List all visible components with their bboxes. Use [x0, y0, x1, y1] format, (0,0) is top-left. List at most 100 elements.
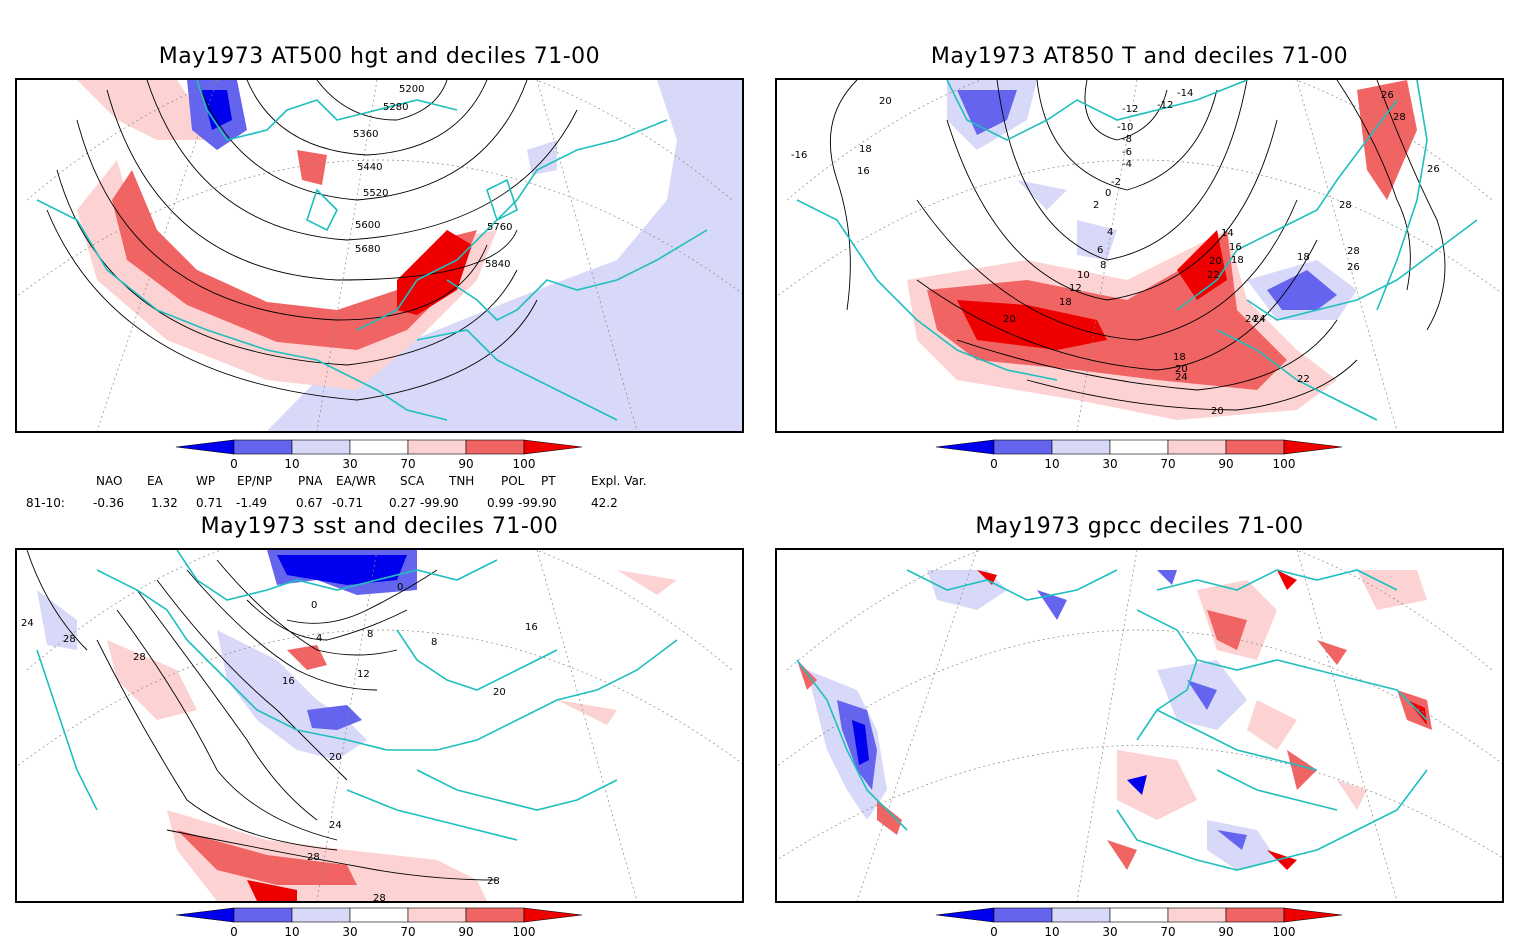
colorbar-cell — [1167, 907, 1227, 923]
decile-shading — [37, 550, 677, 901]
contour-label: 28 — [1393, 112, 1406, 123]
colorbar-cell — [291, 439, 351, 455]
contour-label: 28 — [133, 652, 146, 663]
contour-label: 26 — [1347, 262, 1360, 273]
graticule — [777, 80, 1502, 431]
contour-label: 8 — [1100, 260, 1106, 271]
coastlines — [36, 80, 708, 421]
contour-label: 22 — [1207, 270, 1220, 281]
colorbar-tick-label: 10 — [1044, 925, 1059, 939]
index-header: PT — [541, 474, 556, 488]
contour-label: 6 — [1097, 245, 1103, 256]
contour-label: 24 — [21, 618, 34, 629]
index-header: SCA — [400, 474, 425, 488]
contour-label: 20 — [1175, 364, 1188, 375]
teleconnection-indices-table: NAO EA WP EP/NP PNA EA/WR SCA TNH POL PT… — [0, 474, 760, 514]
colorbar-cell — [1051, 907, 1111, 923]
index-row-label: 81-10: — [26, 496, 65, 510]
contour-label: 28 — [373, 893, 386, 901]
contour-label: 5760 — [487, 222, 512, 233]
colorbar-tick-label: 70 — [1160, 457, 1175, 471]
colorbar-cell — [993, 907, 1053, 923]
contour-label: 5360 — [353, 129, 378, 140]
at850-map: -16 20 18 16 -14 -12 -12 -10 -8 -6 -4 -2… — [777, 80, 1502, 431]
colorbar-cell — [407, 439, 467, 455]
colorbar-tick-label: 0 — [230, 457, 238, 471]
colorbar-top-right: 0 10 30 70 90 100 — [935, 439, 1343, 471]
contour-label: 20 — [1211, 406, 1224, 417]
contour-label: 20 — [493, 687, 506, 698]
panel3-title: May1973 sst and deciles 71-00 — [200, 514, 559, 539]
colorbar-tick-label: 70 — [1160, 925, 1175, 939]
index-header: EA/WR — [336, 474, 377, 488]
contour-label: 20 — [1209, 256, 1222, 267]
sst-map: 24 28 28 0 4 8 12 16 20 24 28 28 20 16 8… — [17, 550, 742, 901]
colorbar-tick-label: 90 — [1218, 925, 1233, 939]
colorbar-cell — [1225, 907, 1285, 923]
colorbar-cell — [407, 907, 467, 923]
coastlines — [796, 80, 1478, 421]
colorbar-tick-label: 90 — [1218, 457, 1233, 471]
colorbar-tick-label: 30 — [342, 457, 357, 471]
contour-label: 12 — [357, 669, 370, 680]
coastlines — [36, 550, 678, 841]
colorbar-cell — [935, 439, 995, 455]
graticule — [777, 550, 1502, 901]
contour-label: 4 — [316, 633, 322, 644]
panel2-title: May1973 AT850 T and deciles 71-00 — [930, 44, 1349, 69]
colorbar-cell — [465, 907, 525, 923]
contour-label: 5280 — [383, 102, 408, 113]
contour-label: -14 — [1177, 88, 1193, 99]
colorbar-tick-label: 70 — [400, 925, 415, 939]
colorbar-cell — [993, 439, 1053, 455]
contour-label: 24 — [1175, 372, 1188, 383]
colorbar-bottom-left: 0 10 30 70 90 100 — [175, 907, 583, 939]
colorbar-top-left: 0 10 30 70 90 100 — [175, 439, 583, 471]
contour-label: 16 — [857, 166, 870, 177]
colorbar-tick-label: 10 — [284, 457, 299, 471]
contour-label: 28 — [1339, 200, 1352, 211]
index-value: -99.90 — [518, 496, 557, 510]
contour-label: 5600 — [355, 220, 380, 231]
contour-label: 5520 — [363, 188, 388, 199]
contour-label: 18 — [1231, 255, 1244, 266]
contour-label: 26 — [1381, 90, 1394, 101]
index-header: TNH — [449, 474, 475, 488]
colorbar-cell — [233, 907, 293, 923]
colorbar-tick-label: 0 — [230, 925, 238, 939]
contour-label: 24 — [1253, 314, 1266, 325]
contour-label: 20 — [1003, 314, 1016, 325]
contour-label: 28 — [1347, 246, 1360, 257]
colorbar-tick-label: 30 — [1102, 925, 1117, 939]
contour-label: -2 — [1111, 177, 1121, 188]
contour-label: -12 — [1157, 100, 1173, 111]
contour-label: -6 — [1122, 147, 1132, 158]
contour-label: 22 — [1297, 374, 1310, 385]
contour-labels: 24 28 28 0 4 8 12 16 20 24 28 28 20 16 8… — [21, 582, 538, 901]
colorbar-cell — [291, 907, 351, 923]
contour-label: 16 — [525, 622, 538, 633]
colorbar-cell — [349, 439, 409, 455]
contour-labels: 5200 5280 5360 5440 5520 5600 5680 5760 … — [353, 84, 512, 270]
contour-label: 16 — [1229, 242, 1242, 253]
decile-shading — [907, 80, 1417, 420]
colorbar-cell — [465, 439, 525, 455]
colorbar-tick-label: 70 — [400, 457, 415, 471]
colorbar-tick-label: 100 — [513, 925, 536, 939]
index-value: 42.2 — [591, 496, 618, 510]
graticule — [17, 80, 742, 431]
colorbar-tick-label: 10 — [284, 925, 299, 939]
index-value: 0.67 — [296, 496, 323, 510]
colorbar-cell — [349, 907, 409, 923]
contour-label: 5200 — [399, 84, 424, 95]
contour-label: 18 — [1297, 252, 1310, 263]
index-value: 0.27 — [389, 496, 416, 510]
height-contours — [46, 80, 578, 401]
contour-label: 5440 — [357, 162, 382, 173]
contour-label: 18 — [859, 144, 872, 155]
colorbar-tick-label: 100 — [1273, 457, 1296, 471]
contour-label: 24 — [329, 820, 342, 831]
decile-shading — [77, 80, 742, 431]
contour-label: 18 — [1059, 297, 1072, 308]
contour-label: 5680 — [355, 244, 380, 255]
